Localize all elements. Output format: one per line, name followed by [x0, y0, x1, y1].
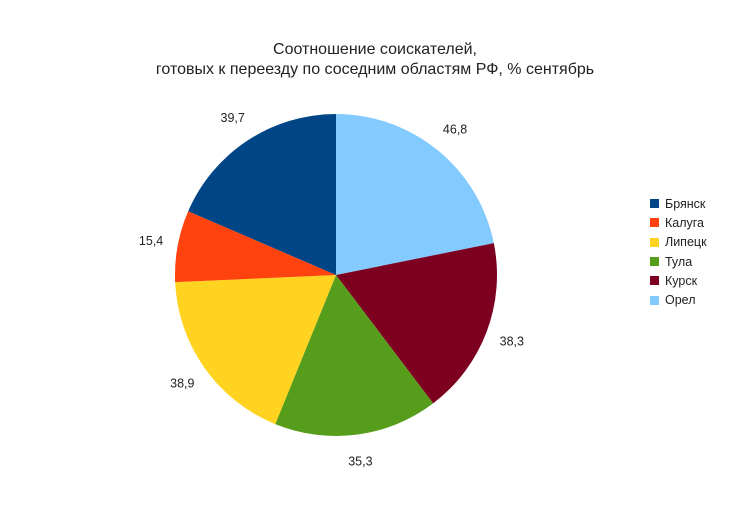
- legend-item-2: Липецк: [650, 233, 707, 252]
- legend-label-1: Калуга: [665, 215, 705, 230]
- legend-item-4: Курск: [650, 271, 707, 290]
- chart-title-line-2: готовых к переезду по соседним областям …: [155, 61, 595, 78]
- pie-slice-label-3: 35,3: [348, 454, 372, 468]
- legend-swatch-5: [650, 295, 659, 305]
- legend-label-4: Курск: [665, 273, 698, 288]
- pie-slice-2: [175, 275, 336, 425]
- chart-legend: Брянск Калуга Липецк Тула Курск Орел: [650, 194, 707, 310]
- legend-item-3: Тула: [650, 252, 707, 271]
- legend-swatch-0: [650, 199, 659, 209]
- legend-item-0: Брянск: [650, 194, 707, 213]
- legend-swatch-4: [650, 276, 659, 286]
- pie-slice-label-5: 46,8: [443, 123, 467, 137]
- pie-slice-3: [275, 275, 434, 436]
- chart-title-line-1: Соотношение соискателей,: [273, 41, 477, 58]
- legend-swatch-1: [650, 218, 659, 228]
- pie-slice-label-4: 38,3: [500, 335, 524, 349]
- pie-slice-0: [188, 114, 336, 275]
- legend-swatch-2: [650, 237, 659, 247]
- legend-item-5: Орел: [650, 290, 707, 309]
- pie-slice-label-2: 38,9: [170, 376, 194, 390]
- legend-label-0: Брянск: [665, 196, 706, 211]
- legend-label-5: Орел: [665, 293, 696, 308]
- pie-slice-label-1: 15,4: [139, 234, 163, 248]
- chart-title: Соотношение соискателей, готовых к перее…: [0, 40, 750, 80]
- pie-slice-4: [336, 243, 497, 404]
- pie-slice-label-0: 39,7: [221, 111, 245, 125]
- legend-swatch-3: [650, 257, 659, 267]
- legend-label-3: Тула: [665, 254, 693, 269]
- legend-label-2: Липецк: [665, 235, 707, 250]
- pie-slice-5: [336, 114, 494, 275]
- legend-item-1: Калуга: [650, 213, 707, 232]
- pie-slice-1: [175, 211, 336, 283]
